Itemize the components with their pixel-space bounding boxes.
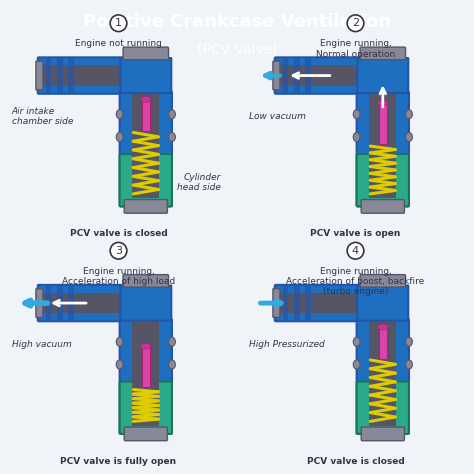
Bar — [142, 346, 150, 387]
FancyBboxPatch shape — [123, 47, 169, 60]
FancyBboxPatch shape — [275, 57, 384, 94]
Ellipse shape — [406, 360, 412, 369]
Ellipse shape — [353, 109, 360, 119]
Text: Engine running,
Acceleration of boost, backfire
(turbo engine): Engine running, Acceleration of boost, b… — [286, 267, 425, 296]
Text: 2: 2 — [352, 18, 359, 28]
FancyBboxPatch shape — [273, 61, 280, 90]
Text: Engine not running: Engine not running — [75, 39, 162, 48]
Text: PCV valve is fully open: PCV valve is fully open — [61, 457, 176, 466]
Bar — [305, 57, 311, 94]
Bar — [46, 285, 51, 321]
Bar — [44, 293, 146, 313]
Ellipse shape — [116, 337, 123, 346]
FancyBboxPatch shape — [119, 91, 172, 206]
Text: Air intake
chamber side: Air intake chamber side — [11, 107, 73, 126]
Bar — [283, 285, 288, 321]
FancyBboxPatch shape — [124, 427, 167, 441]
FancyBboxPatch shape — [356, 382, 409, 434]
FancyBboxPatch shape — [120, 58, 171, 93]
Ellipse shape — [116, 109, 123, 119]
FancyBboxPatch shape — [119, 382, 172, 434]
FancyBboxPatch shape — [357, 285, 408, 320]
FancyBboxPatch shape — [356, 319, 409, 434]
Ellipse shape — [353, 360, 360, 369]
Text: PCV valve is closed: PCV valve is closed — [307, 457, 404, 466]
FancyBboxPatch shape — [356, 91, 409, 206]
FancyBboxPatch shape — [357, 58, 408, 93]
Ellipse shape — [169, 132, 175, 142]
FancyBboxPatch shape — [124, 200, 167, 213]
FancyBboxPatch shape — [273, 289, 280, 318]
FancyBboxPatch shape — [119, 154, 172, 206]
Text: Engine running,
Normal operation: Engine running, Normal operation — [316, 39, 395, 59]
Text: Cylinder
head side: Cylinder head side — [177, 173, 221, 192]
Ellipse shape — [378, 324, 388, 330]
Text: 1: 1 — [115, 18, 122, 28]
Ellipse shape — [116, 360, 123, 369]
FancyBboxPatch shape — [361, 200, 404, 213]
Bar — [68, 57, 74, 94]
Bar — [57, 57, 63, 94]
Text: PCV valve is open: PCV valve is open — [310, 229, 401, 238]
Ellipse shape — [353, 132, 360, 142]
Ellipse shape — [406, 337, 412, 346]
FancyBboxPatch shape — [361, 427, 404, 441]
Bar — [379, 327, 387, 359]
Bar — [132, 320, 159, 426]
Text: High vacuum: High vacuum — [11, 339, 71, 348]
FancyBboxPatch shape — [120, 285, 171, 320]
FancyBboxPatch shape — [123, 274, 169, 287]
FancyBboxPatch shape — [360, 274, 406, 287]
Text: 3: 3 — [115, 246, 122, 256]
FancyBboxPatch shape — [356, 154, 409, 206]
Ellipse shape — [169, 109, 175, 119]
Bar — [294, 285, 300, 321]
FancyBboxPatch shape — [36, 61, 43, 90]
Bar — [369, 92, 396, 199]
Bar — [68, 285, 74, 321]
FancyBboxPatch shape — [38, 57, 147, 94]
Ellipse shape — [378, 100, 388, 106]
Ellipse shape — [141, 97, 151, 102]
Bar — [281, 65, 383, 86]
Bar — [142, 100, 150, 131]
Text: Low vacuum: Low vacuum — [248, 112, 305, 121]
Bar — [369, 320, 396, 426]
FancyBboxPatch shape — [275, 285, 384, 321]
Bar — [379, 103, 387, 144]
Text: PCV valve is closed: PCV valve is closed — [70, 229, 167, 238]
FancyBboxPatch shape — [38, 285, 147, 321]
Ellipse shape — [353, 337, 360, 346]
Text: Positive Crankcase Ventilation: Positive Crankcase Ventilation — [83, 13, 391, 30]
Ellipse shape — [141, 344, 151, 349]
Bar — [305, 285, 311, 321]
Bar — [46, 57, 51, 94]
Text: (PCV Valve): (PCV Valve) — [197, 42, 277, 56]
Ellipse shape — [169, 337, 175, 346]
FancyBboxPatch shape — [119, 319, 172, 434]
Bar — [281, 293, 383, 313]
FancyBboxPatch shape — [36, 289, 43, 318]
Ellipse shape — [406, 109, 412, 119]
Ellipse shape — [169, 360, 175, 369]
Ellipse shape — [406, 132, 412, 142]
Bar — [57, 285, 63, 321]
Bar — [44, 65, 146, 86]
FancyBboxPatch shape — [360, 47, 406, 60]
Text: High Pressurized: High Pressurized — [248, 339, 324, 348]
Bar — [294, 57, 300, 94]
Text: 4: 4 — [352, 246, 359, 256]
Ellipse shape — [116, 132, 123, 142]
Bar — [132, 92, 159, 199]
Bar — [283, 57, 288, 94]
Text: Engine running,
Acceleration of high load: Engine running, Acceleration of high loa… — [62, 267, 175, 286]
